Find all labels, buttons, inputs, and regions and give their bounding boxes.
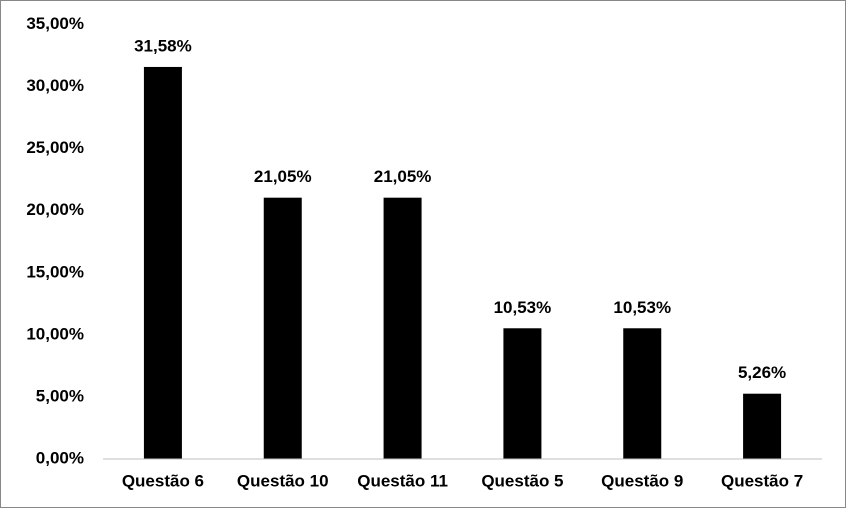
y-tick-label: 35,00% xyxy=(26,14,84,33)
data-label: 5,26% xyxy=(738,363,786,382)
y-tick-label: 5,00% xyxy=(36,386,84,405)
data-label: 10,53% xyxy=(494,298,552,317)
bar xyxy=(263,197,302,459)
data-label: 21,05% xyxy=(254,167,312,186)
y-tick-label: 30,00% xyxy=(26,76,84,95)
bar xyxy=(743,393,782,459)
x-tick-label: Questão 9 xyxy=(601,471,683,490)
data-label: 10,53% xyxy=(613,298,671,317)
bar xyxy=(503,328,542,459)
x-tick-label: Questão 11 xyxy=(357,471,448,490)
y-tick-label: 0,00% xyxy=(36,448,84,467)
x-tick-label: Questão 10 xyxy=(237,471,329,490)
data-label: 21,05% xyxy=(374,167,432,186)
bar xyxy=(143,66,182,460)
y-tick-label: 25,00% xyxy=(26,138,84,157)
bar xyxy=(623,328,662,459)
x-tick-label: Questão 7 xyxy=(721,471,803,490)
data-label: 31,58% xyxy=(134,36,192,55)
x-tick-label: Questão 6 xyxy=(122,471,204,490)
x-tick-label: Questão 5 xyxy=(481,471,563,490)
y-tick-label: 15,00% xyxy=(26,262,84,281)
bar xyxy=(383,197,422,459)
y-tick-label: 20,00% xyxy=(26,200,84,219)
y-tick-label: 10,00% xyxy=(26,324,84,343)
